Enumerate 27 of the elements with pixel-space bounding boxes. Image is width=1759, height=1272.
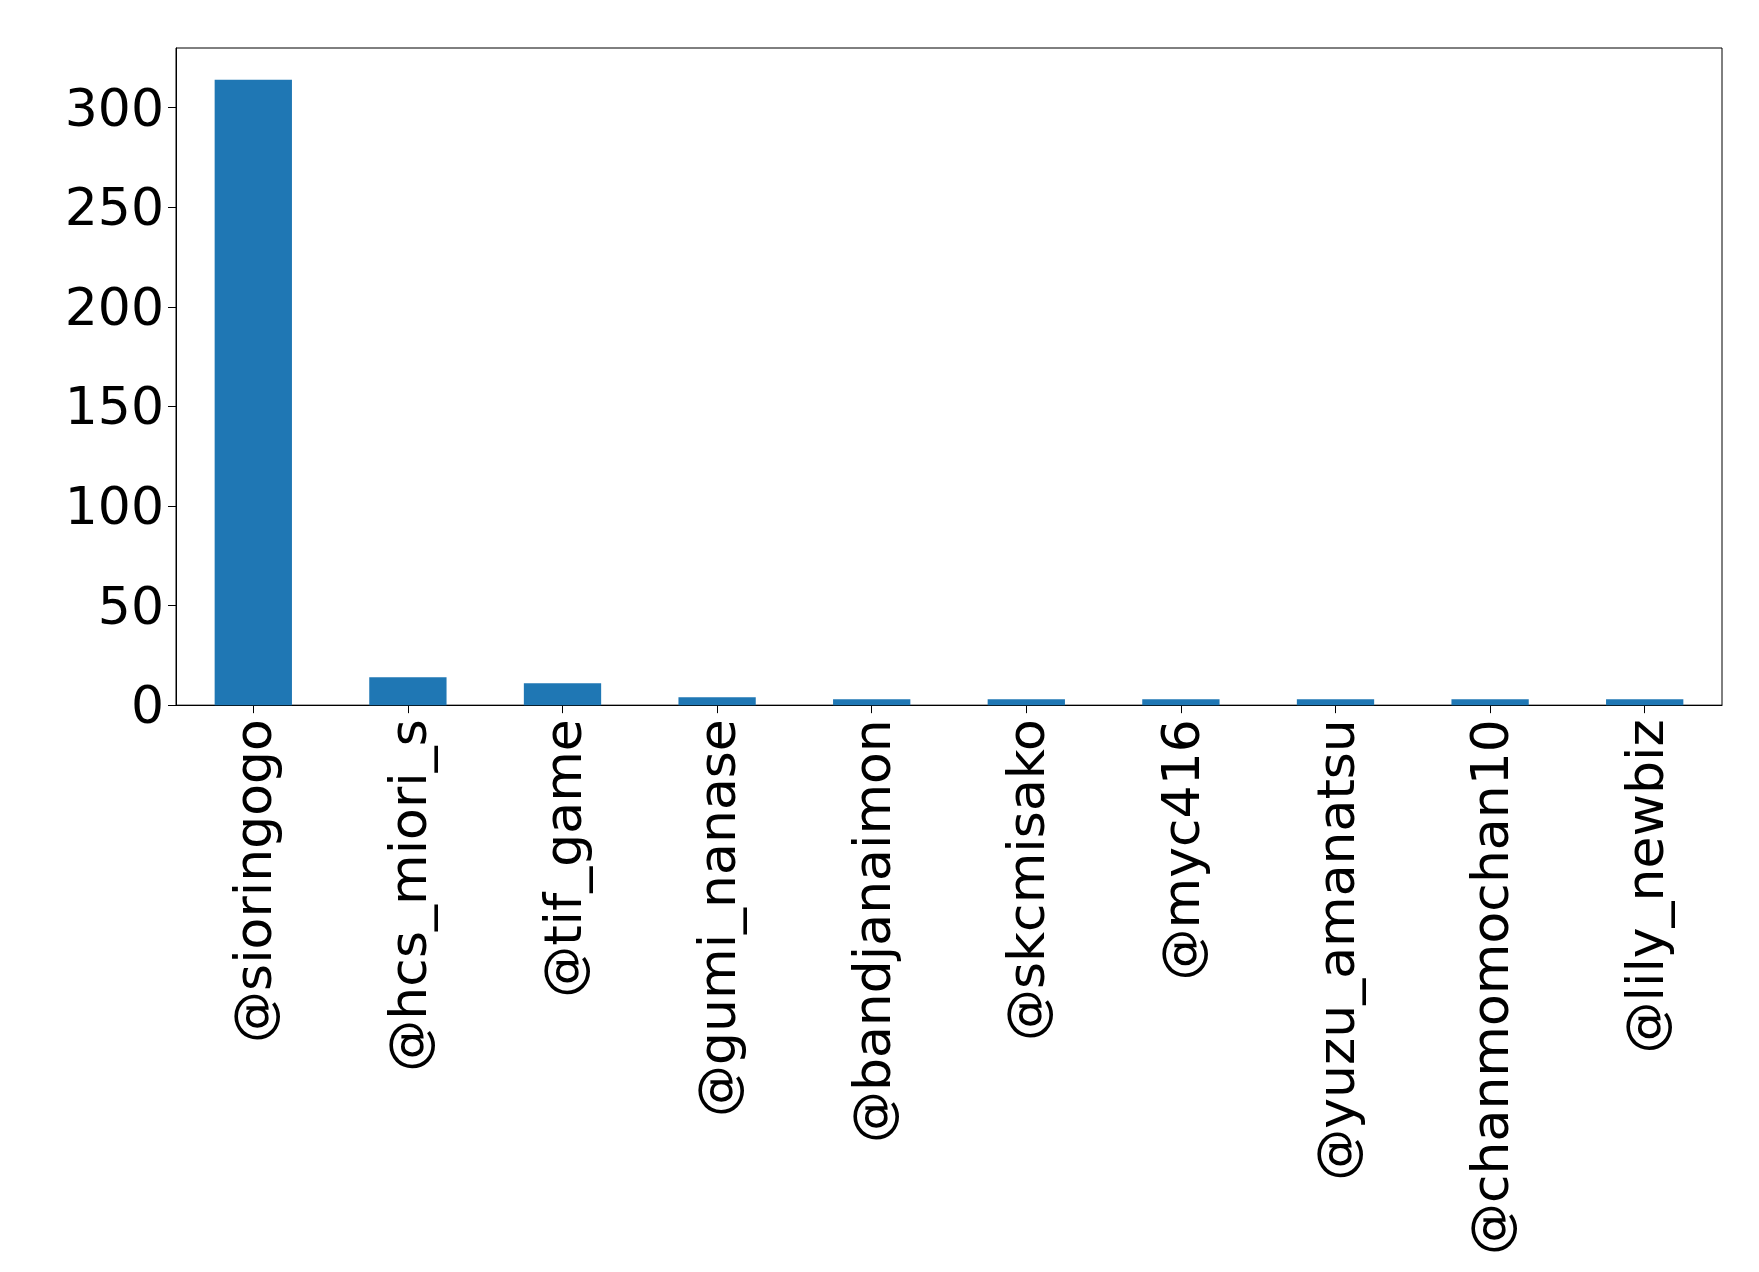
y-tick-label: 150 <box>64 376 164 437</box>
x-tick-label: @lily_newbiz <box>1614 719 1675 1054</box>
y-tick-label: 50 <box>97 575 164 636</box>
y-tick-label: 100 <box>64 476 164 537</box>
bar <box>369 677 447 706</box>
x-tick-label: @gumi_nanase <box>687 719 748 1117</box>
x-tick-label: @bandjanaimon <box>841 719 902 1144</box>
bar <box>1296 699 1375 706</box>
bar <box>1606 699 1684 706</box>
x-tick-label: @hcs_miori_s <box>377 719 438 1072</box>
x-tick-label: @yuzu_amanatsu <box>1305 719 1366 1181</box>
y-tick-label: 250 <box>64 177 164 238</box>
x-tick-label: @tif_game <box>532 719 593 998</box>
y-tick-label: 200 <box>64 276 164 337</box>
bar <box>1451 699 1529 706</box>
bar <box>523 683 602 706</box>
bar <box>214 79 292 706</box>
y-tick-label: 0 <box>130 675 164 736</box>
x-tick-label: @skcmisako <box>996 719 1057 1042</box>
bar <box>833 699 911 706</box>
x-tick-label: @chanmomochan10 <box>1460 719 1521 1255</box>
bar <box>1142 699 1220 706</box>
x-tick-label: @sioringogo <box>223 719 284 1043</box>
bar <box>987 699 1065 706</box>
y-tick-label: 300 <box>64 77 164 138</box>
x-tick-label: @myc416 <box>1150 719 1211 981</box>
bar <box>678 697 756 706</box>
